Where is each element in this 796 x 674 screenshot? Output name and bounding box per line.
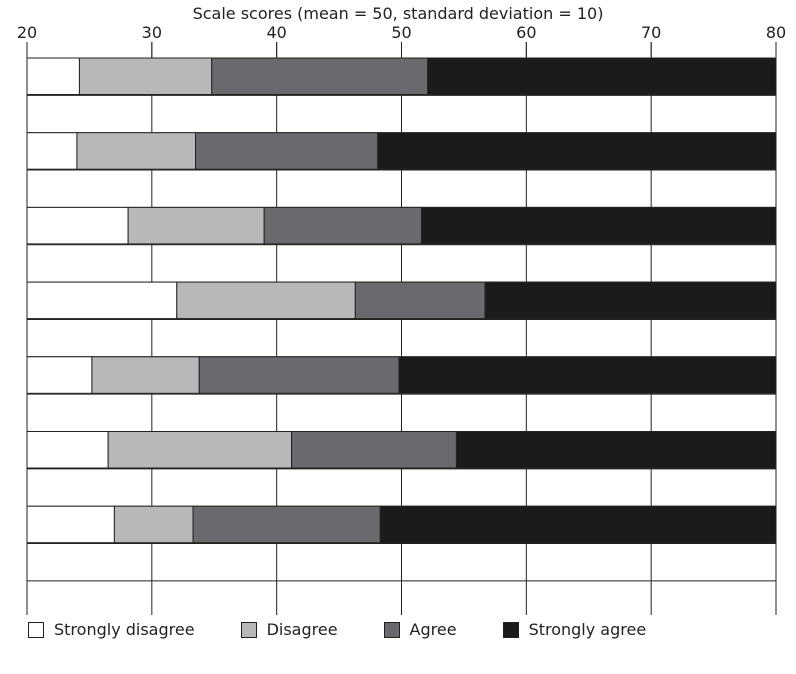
bar-segment-strongly-agree xyxy=(420,206,777,245)
bar-segment-disagree xyxy=(91,356,200,394)
bar-segment-strongly-agree xyxy=(455,431,777,469)
bar-segment-strongly-disagree xyxy=(26,132,78,170)
bar-segment-strongly-agree xyxy=(377,132,777,170)
legend-item-strongly-agree: Strongly agree xyxy=(502,620,647,639)
bar-segment-agree xyxy=(211,57,429,95)
legend-label-disagree: Disagree xyxy=(266,620,338,639)
chart-title: Scale scores (mean = 50, standard deviat… xyxy=(192,4,604,23)
bar-segment-strongly-disagree xyxy=(26,505,115,544)
bar-segment-agree xyxy=(195,132,379,170)
bar-segment-agree xyxy=(263,206,422,245)
x-tick-label: 40 xyxy=(266,23,286,42)
x-tick-label: 70 xyxy=(641,23,661,42)
x-tick-label: 20 xyxy=(17,23,37,42)
bar-segment-disagree xyxy=(107,431,293,469)
bar-segment-strongly-agree xyxy=(379,505,777,544)
bar-segment-strongly-agree xyxy=(427,57,777,95)
x-tick-label: 50 xyxy=(391,23,411,42)
x-tick-label: 30 xyxy=(142,23,162,42)
legend-label-strongly-agree: Strongly agree xyxy=(528,620,647,639)
legend-label-strongly-disagree: Strongly disagree xyxy=(54,620,195,639)
bar-segment-agree xyxy=(291,431,457,469)
bar-segment-strongly-agree xyxy=(398,356,777,394)
bar-segment-disagree xyxy=(76,132,197,170)
legend-item-strongly-disagree: Strongly disagree xyxy=(28,620,195,639)
bar-segment-agree xyxy=(192,505,381,544)
legend: Strongly disagree Disagree Agree Strongl… xyxy=(28,620,692,639)
bar-segment-agree xyxy=(198,356,400,394)
x-tick-label: 80 xyxy=(766,23,786,42)
x-tick-label: 60 xyxy=(516,23,536,42)
bar-segment-disagree xyxy=(127,206,265,245)
legend-swatch-disagree xyxy=(240,621,257,638)
legend-item-disagree: Disagree xyxy=(240,620,338,639)
bar-segment-disagree xyxy=(113,505,194,544)
legend-label-agree: Agree xyxy=(409,620,457,639)
legend-item-agree: Agree xyxy=(383,620,457,639)
bar-segment-strongly-disagree xyxy=(26,206,129,245)
bar-segment-disagree xyxy=(78,57,213,95)
bar-segment-strongly-disagree xyxy=(26,431,109,469)
bar-segment-strongly-agree xyxy=(484,281,777,320)
bar-segment-strongly-disagree xyxy=(26,356,93,394)
bar-segment-agree xyxy=(354,281,486,320)
bar-segment-strongly-disagree xyxy=(26,57,80,95)
bar-segment-disagree xyxy=(176,281,356,320)
legend-swatch-agree xyxy=(383,621,400,638)
legend-swatch-strongly-agree xyxy=(502,621,519,638)
bar-segment-strongly-disagree xyxy=(26,281,178,320)
legend-swatch-strongly-disagree xyxy=(28,621,44,638)
